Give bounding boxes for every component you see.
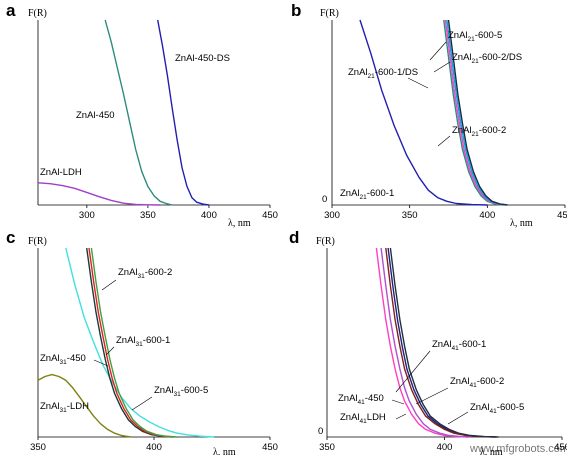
label-znal21-600-2: ZnAl21-600-2 — [452, 125, 506, 138]
xtick-label-a-3: 450 — [262, 210, 278, 221]
xtick-label-c-1: 400 — [146, 442, 162, 453]
panel-a-ylabel: F(R) — [28, 8, 47, 19]
panel-d-letter: d — [289, 228, 299, 247]
label-znal41-ldh: ZnAl41LDH — [340, 412, 386, 425]
leader-znal31-600-5 — [131, 396, 153, 411]
xtick-label-a-1: 350 — [140, 210, 156, 221]
leader-znal21-600-2 — [437, 135, 451, 147]
xtick-label-d-1: 400 — [437, 442, 453, 453]
leader-znal31-600-1 — [105, 346, 115, 356]
label-znal41-600-2: ZnAl41-600-2 — [450, 376, 504, 389]
panel-a: a F(R) 300 350 400 450 λ, nm ZnAl-LDH ZnAl-… — [6, 1, 278, 229]
label-znal21-600-1ds: ZnAl21-600-1/DS — [348, 67, 418, 80]
label-znal31-600-2: ZnAl31-600-2 — [118, 267, 172, 280]
label-znal21-600-5: ZnAl21-600-5 — [448, 30, 502, 43]
xtick-label-d-2: 450 — [554, 442, 567, 453]
leader-znal41-600-2 — [415, 387, 449, 405]
label-znal-450: ZnAl-450 — [76, 110, 115, 121]
panel-b-ytick-0: 0 — [322, 194, 327, 205]
label-znal41-600-5: ZnAl41-600-5 — [470, 402, 524, 415]
panel-c-ylabel: F(R) — [28, 236, 47, 247]
panel-d-series — [375, 247, 499, 438]
panel-c-xlabel: λ, nm — [213, 447, 236, 455]
xtick-label-c-2: 450 — [262, 442, 278, 453]
panel-b-letter: b — [291, 1, 301, 20]
series-line-b-4 — [447, 19, 508, 206]
panel-d-ylabel: F(R) — [316, 236, 335, 247]
panel-d-ticks: 350 400 450 — [319, 437, 567, 453]
leader-znal21-600-5 — [429, 41, 447, 61]
series-line-d-1 — [380, 247, 473, 438]
series-line-a-2 — [157, 19, 210, 206]
xtick-label-b-1: 350 — [402, 210, 418, 221]
xtick-label-a-0: 300 — [79, 210, 95, 221]
label-znal31-450: ZnAl31-450 — [40, 353, 86, 366]
panel-b-series — [359, 19, 508, 206]
series-line-c-3 — [88, 247, 175, 438]
series-line-c-4 — [90, 247, 178, 438]
xtick-label-d-0: 350 — [319, 442, 335, 453]
xtick-label-a-2: 400 — [201, 210, 217, 221]
panel-a-series — [37, 19, 210, 206]
leader-znal31-450 — [93, 359, 109, 367]
panel-d-ytick-0: 0 — [318, 426, 323, 437]
series-line-c-1 — [65, 247, 215, 438]
label-znal41-450: ZnAl41-450 — [338, 393, 384, 406]
series-line-d-4 — [389, 247, 499, 438]
xtick-label-c-0: 350 — [30, 442, 46, 453]
leader-znal21-600-2ds — [433, 61, 451, 73]
label-znal-450-ds: ZnAl-450-DS — [175, 53, 230, 64]
panel-d: d F(R) 0 350 400 450 λ, nm ZnAl41-600-1 Zn… — [289, 228, 567, 455]
series-line-a-0 — [37, 182, 161, 206]
watermark-text: www.mfgrobots.com — [469, 443, 567, 455]
label-znal31-600-5: ZnAl31-600-5 — [154, 385, 208, 398]
leader-znal41-600-1 — [395, 350, 431, 393]
series-line-c-2 — [86, 247, 173, 438]
leader-znal31-600-2 — [101, 279, 117, 291]
xtick-label-b-3: 450 — [557, 210, 567, 221]
series-line-c-0 — [37, 373, 131, 438]
panel-a-xlabel: λ, nm — [228, 218, 251, 229]
panel-b-ticks: 300 350 400 450 — [324, 205, 567, 221]
panel-c: c F(R) 350 400 450 λ, nm ZnAl31-600-2 ZnAl… — [6, 228, 278, 455]
series-line-d-3 — [385, 247, 494, 438]
label-znal21-600-2ds: ZnAl21-600-2/DS — [452, 52, 522, 65]
xtick-label-b-2: 400 — [479, 210, 495, 221]
panel-c-letter: c — [6, 228, 15, 247]
series-line-a-1 — [104, 19, 173, 206]
leader-znal21-600-1ds — [407, 77, 429, 89]
panel-b-xlabel: λ, nm — [510, 218, 533, 229]
label-znal41-600-1: ZnAl41-600-1 — [432, 339, 486, 352]
panel-c-ticks: 350 400 450 — [30, 437, 278, 453]
series-line-b-0 — [359, 19, 488, 206]
label-znal21-600-1: ZnAl21-600-1 — [340, 188, 394, 201]
panel-d-xlabel: λ, nm — [480, 447, 503, 455]
panel-c-series — [37, 247, 215, 438]
panel-b: b F(R) 0 300 350 400 450 λ, nm ZnAl21-600-5… — [291, 1, 567, 229]
leader-znal41-600-5 — [447, 411, 469, 425]
xtick-label-b-0: 300 — [324, 210, 340, 221]
label-znal31-ldh: ZnAl31-LDH — [40, 401, 89, 414]
panel-b-ylabel: F(R) — [320, 8, 339, 19]
label-znal31-600-1: ZnAl31-600-1 — [116, 335, 170, 348]
leader-znal41-450 — [391, 399, 405, 405]
panel-a-ticks: 300 350 400 450 — [79, 205, 278, 221]
panel-a-letter: a — [6, 1, 16, 20]
series-line-b-2 — [444, 19, 505, 206]
series-line-d-0 — [375, 247, 469, 438]
leader-znal41-ldh — [395, 413, 407, 420]
label-znal-ldh: ZnAl-LDH — [40, 167, 82, 178]
